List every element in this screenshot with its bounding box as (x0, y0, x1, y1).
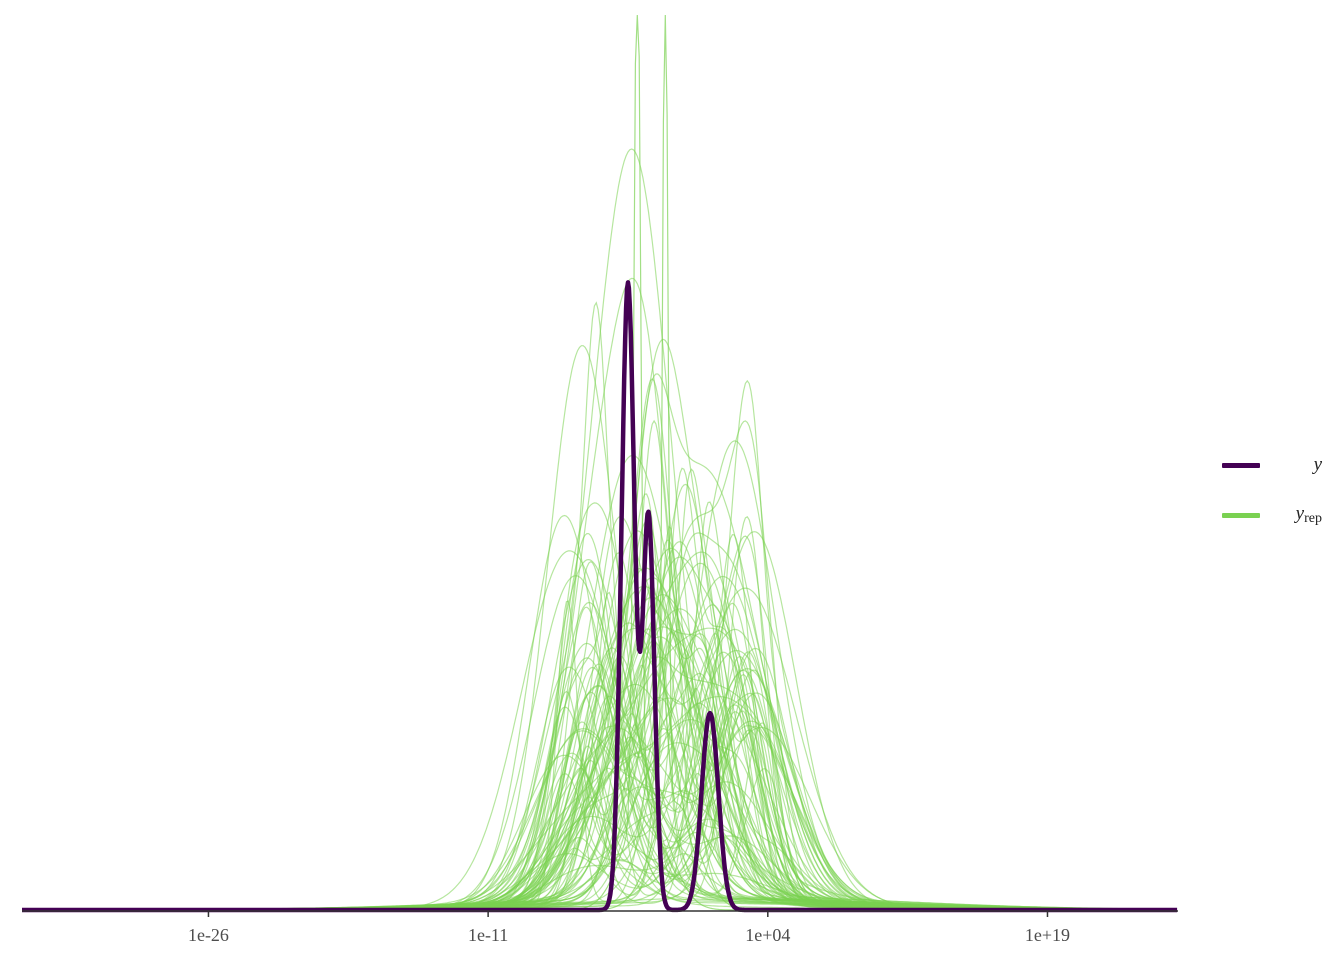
x-tick-label: 1e-11 (468, 925, 508, 945)
legend-key-y (1222, 462, 1260, 468)
y-density-line (20, 280, 1179, 913)
x-tick-label: 1e-26 (188, 925, 229, 945)
x-tick-label: 1e+19 (1025, 925, 1070, 945)
y-rep-density-line (22, 345, 1177, 911)
y-rep-density-line (22, 378, 1177, 911)
y-rep-density-line (22, 493, 1177, 911)
legend: y yrep (1222, 440, 1332, 540)
y-rep-density-line (22, 541, 1177, 911)
y-series (20, 280, 1179, 913)
x-axis: 1e-26 1e-11 1e+04 1e+19 (22, 910, 1178, 945)
x-tick-label: 1e+04 (745, 925, 790, 945)
y-rep-density-line (22, 379, 1177, 911)
legend-item-y-rep: yrep (1222, 490, 1332, 540)
legend-item-y: y (1222, 440, 1332, 490)
legend-label-y: y (1313, 454, 1322, 475)
y-rep-series (22, 14, 1177, 911)
legend-label-y-rep: yrep (1295, 503, 1322, 526)
legend-key-y-rep (1222, 512, 1260, 518)
y-rep-density-line (22, 373, 1177, 911)
y-rep-density-line (22, 535, 1177, 911)
